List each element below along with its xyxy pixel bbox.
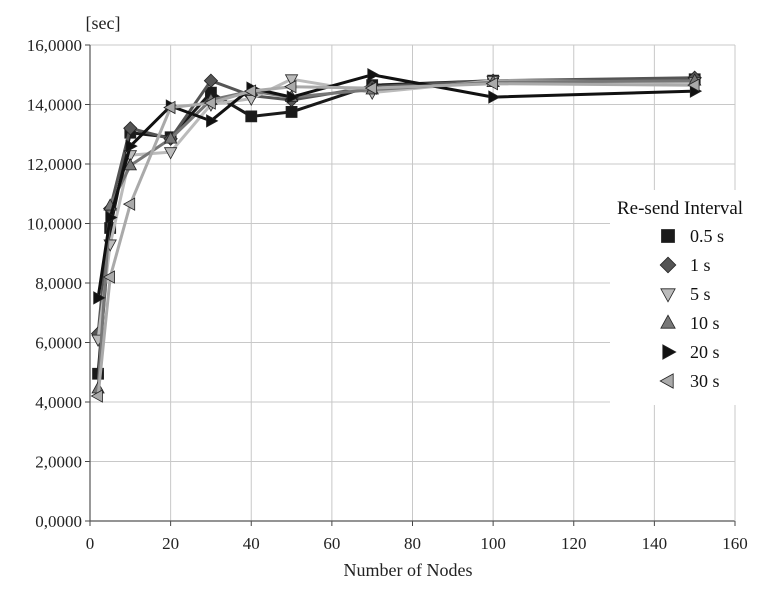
y-tick-label: 10,0000: [27, 215, 82, 234]
data-point: [163, 147, 178, 160]
x-tick-labels: 0 20 40 60 80 100 120 140 160: [86, 534, 748, 553]
data-point: [102, 270, 115, 284]
legend-label: 5 s: [690, 284, 711, 304]
x-tick-label: 40: [243, 534, 260, 553]
data-point: [285, 106, 298, 118]
legend-marker: [659, 373, 674, 389]
series-line: [96, 76, 695, 334]
x-tick-label: 160: [722, 534, 748, 553]
data-point: [123, 121, 138, 136]
data-point: [122, 197, 136, 211]
legend-item: 20 s: [662, 342, 720, 362]
y-tick-label: 14,0000: [27, 96, 82, 115]
legend-item: 5 s: [660, 284, 711, 304]
series-5-s: [91, 74, 702, 347]
data-point: [125, 139, 138, 153]
series-group: [90, 68, 703, 403]
data-point: [163, 131, 178, 144]
x-tick-label: 100: [480, 534, 506, 553]
y-tick-label: 4,0000: [35, 393, 82, 412]
data-point: [206, 114, 219, 128]
legend-item: 0.5 s: [661, 226, 724, 246]
y-tick-label: 0,0000: [35, 512, 82, 531]
data-point: [687, 78, 700, 92]
x-axis-label: Number of Nodes: [344, 560, 473, 580]
data-point: [485, 76, 498, 91]
y-tick-label: 8,0000: [35, 274, 82, 293]
legend-title: Re-send Interval: [617, 198, 743, 219]
x-tick-label: 60: [323, 534, 340, 553]
x-tick-label: 120: [561, 534, 587, 553]
legend-marker: [661, 229, 675, 243]
data-point: [203, 96, 216, 110]
legend-label: 30 s: [690, 371, 720, 391]
data-point: [245, 110, 258, 123]
y-tick-label: 2,0000: [35, 453, 82, 472]
series-line: [96, 73, 695, 299]
legend-item: 30 s: [659, 371, 720, 391]
data-point: [286, 90, 299, 104]
data-point: [367, 68, 380, 82]
x-tick-label: 80: [404, 534, 421, 553]
series-30-s: [90, 76, 700, 403]
legend-label: 0.5 s: [690, 226, 724, 246]
data-point: [243, 84, 257, 98]
legend-item: 10 s: [660, 313, 720, 333]
data-point: [123, 158, 138, 171]
data-point: [284, 79, 297, 94]
y-tick-label: 6,0000: [35, 334, 82, 353]
legend-marker: [660, 314, 676, 329]
legend-background: [610, 190, 775, 405]
legend-marker: [660, 288, 676, 303]
legend-item: 1 s: [659, 255, 711, 275]
legend-marker: [659, 256, 677, 274]
x-tick-label: 0: [86, 534, 95, 553]
legend-label: 20 s: [690, 342, 720, 362]
legend: Re-send Interval 0.5 s 1 s 5 s 10 s 20 s 30 s: [610, 190, 775, 405]
legend-label: 10 s: [690, 313, 720, 333]
legend-marker: [662, 344, 677, 360]
y-tick-label: 12,0000: [27, 155, 82, 174]
series-line: [96, 82, 695, 397]
x-tick-label: 140: [642, 534, 668, 553]
data-point: [93, 291, 106, 305]
data-point: [284, 74, 299, 87]
data-point: [163, 100, 176, 115]
y-tick-labels: 0,0000 2,0000 4,0000 6,0000 8,0000 10,0000 12,…: [27, 36, 82, 531]
legend-label: 1 s: [690, 255, 711, 275]
data-point: [364, 81, 377, 95]
x-tick-label: 20: [162, 534, 179, 553]
data-point: [488, 90, 501, 104]
y-tick-label: 16,0000: [27, 36, 82, 55]
data-point: [105, 210, 118, 225]
y-axis-label: [sec]: [86, 13, 121, 33]
data-point: [90, 389, 103, 403]
data-point: [203, 73, 219, 88]
